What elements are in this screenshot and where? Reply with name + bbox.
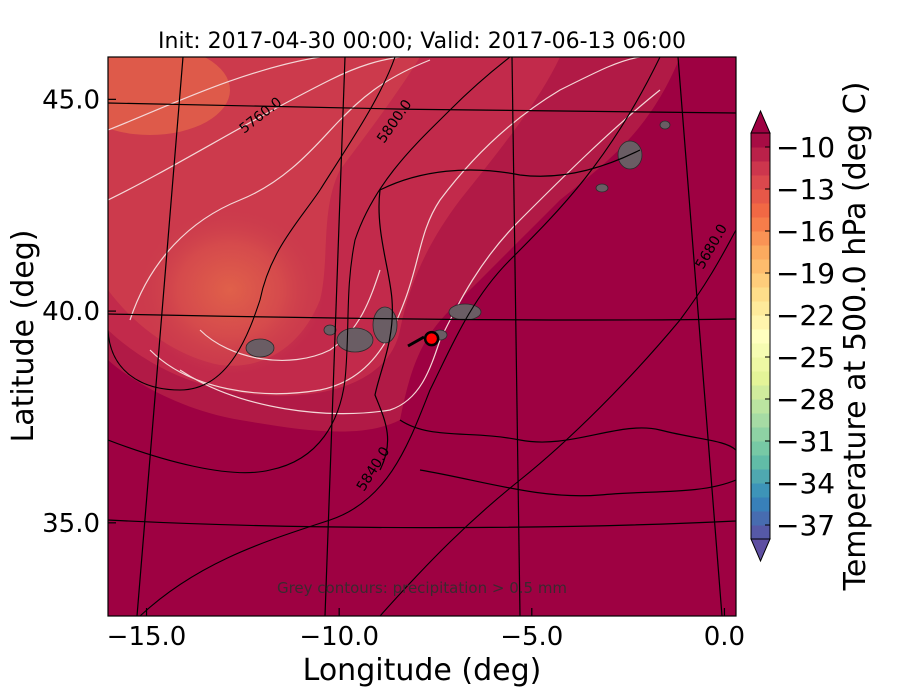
colorbar-segment [751, 217, 770, 232]
colorbar-segment [751, 245, 770, 260]
chart-title: Init: 2017-04-30 00:00; Valid: 2017-06-1… [158, 29, 686, 54]
colorbar-segment [751, 371, 770, 386]
colorbar-segment [751, 189, 770, 204]
colorbar-segment [751, 343, 770, 358]
y-axis-label: Latitude (deg) [6, 230, 41, 443]
colorbar-label: Temperature at 500.0 hPa (deg C) [838, 82, 873, 592]
colorbar-segment [751, 357, 770, 372]
colorbar-segment [751, 441, 770, 456]
colorbar-segment [751, 329, 770, 344]
colorbar-tick-label: −22 [776, 299, 835, 332]
coastline [374, 149, 736, 497]
colorbar-segment [751, 175, 770, 190]
map-plot-area: 5760.0 5800.0 5840.0 5680.0 Grey contour… [108, 57, 736, 616]
y-tick-label: 35.0 [42, 509, 100, 539]
colorbar-segment [751, 497, 770, 512]
colorbar: −10 −13 −16 −19 −22 −25 −28 −31 −34 −37 [750, 109, 835, 563]
colorbar-segment [751, 525, 770, 540]
x-axis-label: Longitude (deg) [303, 653, 542, 688]
colorbar-frame [750, 132, 771, 540]
colorbar-extend-max [750, 109, 771, 134]
colorbar-extend-min [750, 538, 771, 563]
x-tick-label: −5.0 [500, 622, 563, 652]
colorbar-segment [751, 259, 770, 274]
colorbar-tick-label: −13 [776, 173, 835, 206]
colorbar-segment [751, 273, 770, 288]
colorbar-segment [751, 301, 770, 316]
colorbar-segment [751, 147, 770, 162]
colorbar-segment [751, 511, 770, 526]
colorbar-segment [751, 455, 770, 470]
colorbar-segment [751, 231, 770, 246]
x-axis-ticks: −15.0 −10.0 −5.0 0.0 [107, 608, 745, 652]
x-tick-label: −15.0 [107, 622, 187, 652]
y-tick-label: 45.0 [42, 85, 100, 115]
y-axis-ticks: 35.0 40.0 45.0 [42, 85, 116, 539]
colorbar-tick-label: −28 [776, 383, 835, 416]
colorbar-tick-label: −10 [776, 131, 835, 164]
colorbar-tick-label: −19 [776, 257, 835, 290]
temperature-warm-core [135, 205, 325, 375]
precipitation-annotation: Grey contours: precipitation > 0.5 mm [277, 579, 567, 597]
graticule [108, 57, 736, 616]
colorbar-segment [751, 413, 770, 428]
colorbar-tick-label: −37 [776, 509, 835, 542]
colorbar-segment [751, 133, 770, 148]
colorbar-segment [751, 315, 770, 330]
location-marker [407, 330, 440, 348]
colorbar-tick-label: −31 [776, 425, 835, 458]
colorbar-segment [751, 287, 770, 302]
temperature-warm-core-top [108, 57, 230, 135]
colorbar-segment [751, 161, 770, 176]
colorbar-segment [751, 385, 770, 400]
colorbar-tick-label: −16 [776, 215, 835, 248]
colorbar-tick-label: −25 [776, 341, 835, 374]
colorbar-tick-label: −34 [776, 467, 835, 500]
y-tick-label: 40.0 [42, 297, 100, 327]
colorbar-segment [751, 469, 770, 484]
colorbar-segment [751, 399, 770, 414]
colorbar-segment [751, 203, 770, 218]
colorbar-segment [751, 483, 770, 498]
x-tick-label: −10.0 [299, 622, 379, 652]
colorbar-segment [751, 427, 770, 442]
location-marker-dot [423, 330, 440, 347]
plot-frame [107, 56, 737, 617]
x-tick-label: 0.0 [704, 622, 745, 652]
